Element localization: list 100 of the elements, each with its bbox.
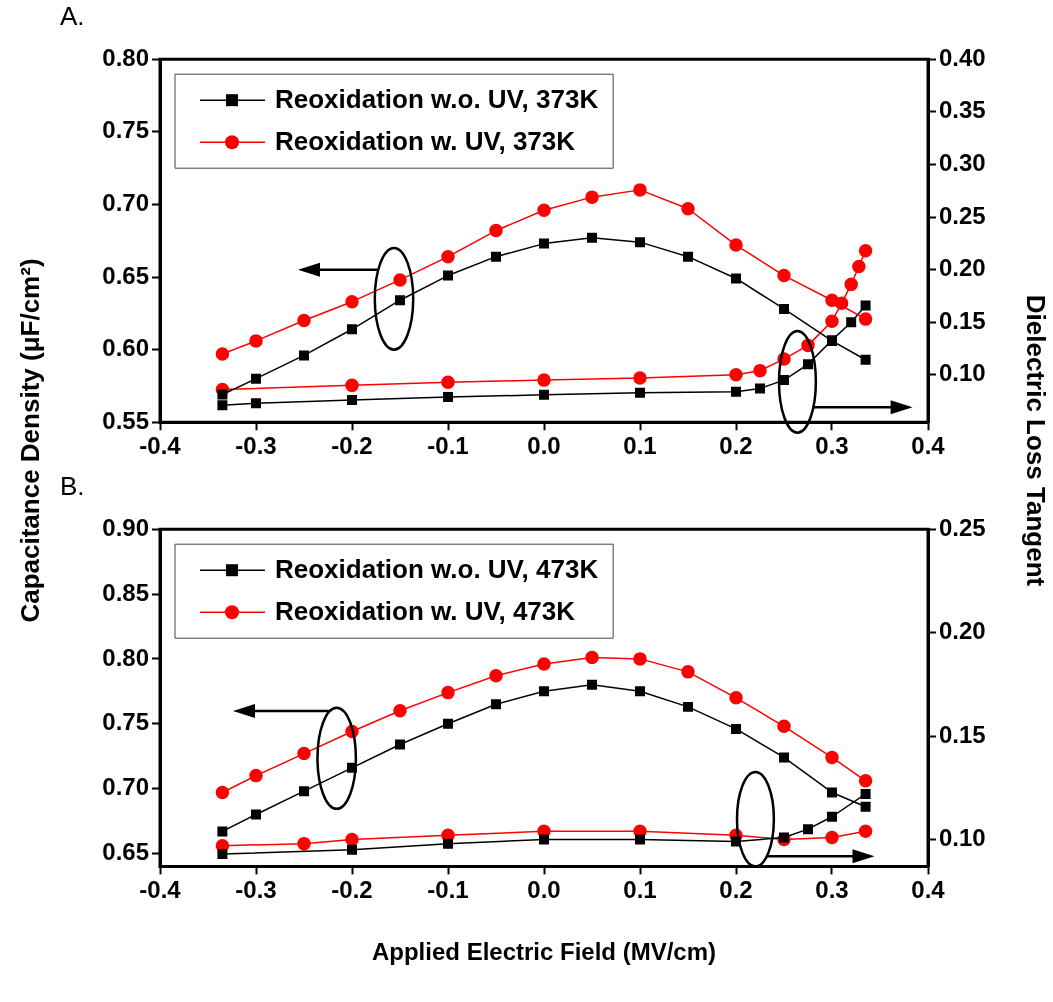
- chart-title: B.: [60, 470, 85, 501]
- point: [729, 691, 743, 705]
- point: [827, 787, 837, 798]
- point: [858, 774, 873, 788]
- point: [251, 373, 261, 384]
- point: [297, 746, 311, 761]
- point: [825, 750, 839, 765]
- y-tick-label: 0.90: [102, 513, 149, 541]
- y2-tick-label: 0.15: [939, 306, 986, 334]
- legend-label: Reoxidation w.o. UV, 373K: [275, 84, 599, 115]
- x-tick-label: 0.0: [527, 876, 561, 904]
- y-tick-label: 0.75: [102, 116, 149, 144]
- point: [681, 202, 695, 216]
- point: [491, 699, 501, 710]
- point: [395, 295, 405, 306]
- point: [683, 251, 693, 262]
- point: [215, 347, 230, 361]
- point: [345, 378, 359, 393]
- x-axis-title: Applied Electric Field (MV/cm): [371, 938, 717, 966]
- point: [347, 324, 357, 335]
- point: [443, 270, 453, 281]
- point: [852, 259, 866, 274]
- point: [860, 789, 871, 799]
- point: [441, 375, 455, 389]
- x-tick-label: -0.4: [139, 432, 182, 460]
- point: [825, 830, 839, 845]
- point: [681, 665, 695, 679]
- point: [217, 849, 228, 859]
- x-tick-label: 0.4: [911, 876, 946, 904]
- x-tick-label: 0.1: [623, 432, 657, 460]
- point: [347, 844, 357, 855]
- chart-title: A.: [60, 0, 85, 31]
- point: [251, 809, 261, 820]
- y2-tick-label: 0.20: [939, 254, 986, 282]
- point: [779, 375, 789, 386]
- point: [297, 836, 311, 851]
- x-tick-label: 0.3: [815, 876, 849, 904]
- y2-tick-label: 0.30: [939, 149, 986, 177]
- point: [825, 314, 839, 328]
- y2-tick-label: 0.25: [939, 201, 986, 229]
- x-tick-label: 0.3: [815, 432, 849, 460]
- legend-label: Reoxidation w. UV, 473K: [275, 596, 576, 627]
- point: [779, 832, 789, 843]
- point: [827, 811, 837, 822]
- y2-tick-label: 0.25: [939, 513, 986, 541]
- point: [347, 395, 357, 406]
- point: [683, 701, 693, 712]
- point: [729, 368, 743, 382]
- point: [443, 391, 453, 402]
- point: [215, 785, 230, 800]
- point: [299, 786, 309, 797]
- x-tick-label: -0.2: [331, 432, 373, 460]
- x-tick-label: -0.3: [235, 876, 277, 904]
- point: [860, 801, 871, 812]
- point: [345, 294, 359, 309]
- point: [539, 686, 549, 697]
- x-tick-label: 0.4: [911, 432, 946, 460]
- point: [587, 679, 597, 690]
- point: [635, 686, 645, 697]
- x-tick-label: 0.2: [719, 876, 753, 904]
- y2-axis-title: Dielectric Loss Tangent: [1019, 294, 1051, 586]
- y-tick-label: 0.70: [102, 189, 149, 217]
- y-tick-label: 0.70: [102, 773, 149, 801]
- y2-tick-label: 0.35: [939, 96, 986, 124]
- point: [779, 752, 789, 763]
- y2-tick-label: 0.15: [939, 720, 986, 748]
- point: [299, 350, 309, 361]
- point: [539, 389, 549, 400]
- point: [844, 277, 858, 292]
- point: [441, 685, 455, 700]
- x-tick-label: -0.2: [331, 876, 373, 904]
- point: [217, 826, 228, 837]
- point: [858, 243, 873, 258]
- y-tick-label: 0.85: [102, 578, 149, 606]
- point: [803, 824, 813, 835]
- point: [393, 704, 407, 718]
- point: [443, 718, 453, 729]
- point: [251, 398, 261, 409]
- point: [635, 834, 645, 845]
- point: [635, 387, 645, 398]
- point: [217, 389, 228, 400]
- y-tick-label: 0.60: [102, 334, 149, 362]
- y2-tick-label: 0.10: [939, 824, 986, 852]
- point: [441, 249, 455, 264]
- x-tick-label: 0.0: [527, 432, 561, 460]
- y-tick-label: 0.65: [102, 838, 149, 866]
- point: [858, 312, 873, 326]
- point: [587, 232, 597, 243]
- point: [803, 359, 813, 370]
- x-tick-label: -0.4: [139, 876, 182, 904]
- point: [537, 657, 551, 671]
- point: [633, 183, 647, 197]
- point: [846, 317, 857, 328]
- x-tick-label: -0.1: [427, 876, 469, 904]
- point: [635, 237, 645, 248]
- point: [537, 203, 551, 217]
- point: [860, 300, 871, 311]
- y2-tick-label: 0.40: [939, 43, 986, 71]
- point: [491, 251, 501, 262]
- point: [489, 669, 503, 683]
